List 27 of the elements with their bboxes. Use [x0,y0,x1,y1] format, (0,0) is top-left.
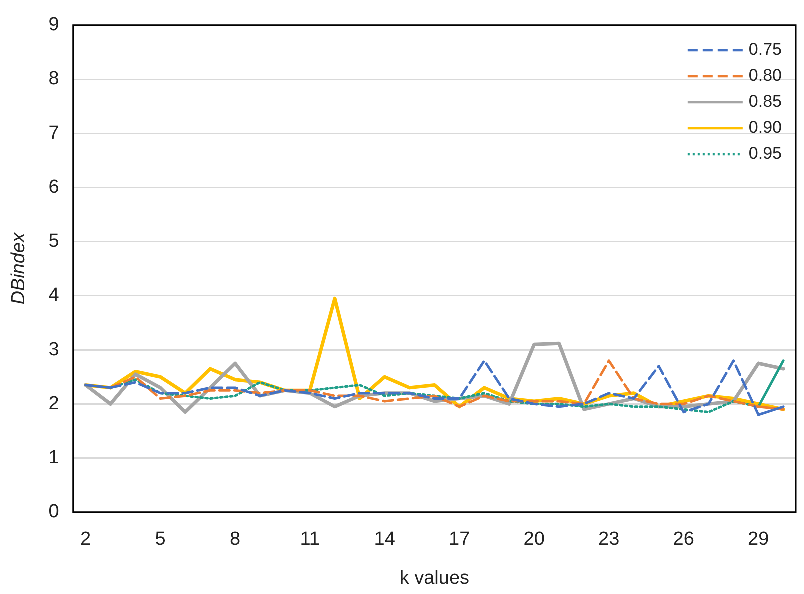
y-tick-label: 7 [48,122,60,144]
y-tick-label: 6 [48,176,60,198]
x-axis-title: k values [400,568,470,589]
x-tick-label: 11 [300,529,320,550]
y-tick-label: 8 [48,68,60,90]
y-axis-title: DBindex [8,232,30,305]
x-tick-label: 8 [230,529,241,550]
x-tick-label: 26 [673,529,694,550]
legend-label: 0.80 [748,66,782,86]
x-tick-label: 2 [80,529,92,550]
y-tick-label: 1 [48,448,60,469]
y-tick-label: 4 [48,285,60,306]
x-tick-label: 20 [524,529,545,550]
legend-label: 0.90 [748,118,782,138]
x-tick-label: 17 [449,529,470,550]
legend-label: 0.95 [748,144,782,164]
x-tick-label: 23 [598,529,620,550]
y-tick-label: 0 [48,502,60,523]
x-tick-label: 14 [374,529,396,550]
legend-label: 0.75 [748,40,782,60]
x-tick-label: 5 [155,529,166,550]
y-tick-label: 2 [48,393,60,414]
y-tick-label: 5 [48,231,60,252]
x-tick-label: 29 [748,529,770,550]
y-tick-label: 9 [48,14,60,36]
legend-label: 0.85 [748,92,782,112]
y-tick-label: 3 [48,339,60,360]
